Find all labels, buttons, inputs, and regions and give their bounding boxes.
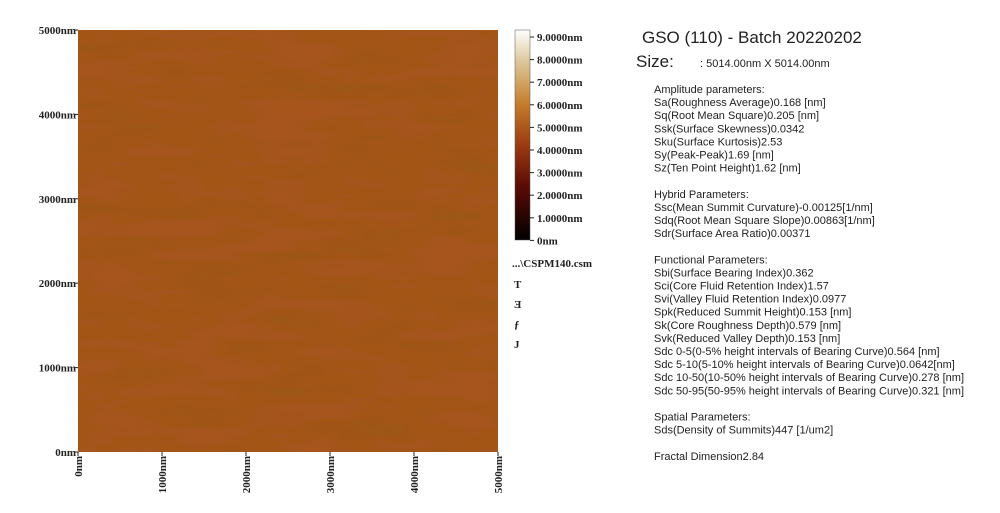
parameter: Spk(Reduced Summit Height)0.153 [nm] [654, 307, 851, 319]
report-title: GSO (110) - Batch 20220202 [642, 28, 862, 47]
parameter: Sds(Density of Summits)447 [1/um2] [654, 425, 833, 437]
parameter: Sq(Root Mean Square)0.205 [nm] [654, 110, 819, 122]
parameter: Sdr(Surface Area Ratio)0.00371 [654, 228, 811, 240]
colorbar-label: 1.0000nm [537, 213, 583, 225]
colorbar-label: 3.0000nm [537, 168, 583, 180]
section-heading: Spatial Parameters: [654, 412, 751, 424]
clipped-text: T [514, 279, 522, 291]
clipped-text: ƒ [514, 319, 520, 331]
y-tick-label: 5000nm [39, 25, 76, 37]
file-name: ...\CSPM140.csm [512, 258, 592, 270]
section-heading: Fractal Dimension2.84 [654, 451, 764, 463]
parameter: Ssc(Mean Summit Curvature)-0.00125[1/nm] [654, 202, 873, 214]
parameter: Sku(Surface Kurtosis)2.53 [654, 136, 782, 148]
parameter: Sy(Peak-Peak)1.69 [nm] [654, 150, 774, 162]
colorbar-label: 0nm [537, 235, 558, 247]
parameter: Sk(Core Roughness Depth)0.579 [nm] [654, 320, 841, 332]
y-tick-label: 4000nm [39, 109, 76, 121]
parameter: Sdc 0-5(0-5% height intervals of Bearing… [654, 346, 940, 358]
colorbar-label: 4.0000nm [537, 145, 583, 157]
clipped-text: Ǝ [514, 299, 522, 311]
x-tick-label: 4000nm [409, 456, 421, 493]
colorbar-label: 9.0000nm [537, 32, 583, 44]
y-tick-label: 1000nm [39, 363, 76, 375]
clipped-text: J [514, 339, 520, 351]
colorbar [514, 29, 531, 241]
colorbar-label: 6.0000nm [537, 100, 583, 112]
parameter: Sbi(Surface Bearing Index)0.362 [654, 267, 814, 279]
section-heading: Functional Parameters: [654, 254, 768, 266]
size-label: Size: [636, 52, 674, 71]
parameter: Sci(Core Fluid Retention Index)1.57 [654, 281, 829, 293]
parameter: Svk(Reduced Valley Depth)0.153 [nm] [654, 333, 840, 345]
section-heading: Amplitude parameters: [654, 84, 765, 96]
parameter: Sdc 5-10(5-10% height intervals of Beari… [654, 359, 955, 371]
content: 0nm 1000nm 2000nm 3000nm 4000nm 5000nm 0nm 1000… [39, 25, 964, 493]
parameter: Sdq(Root Mean Square Slope)0.00863[1/nm] [654, 215, 875, 227]
x-tick-label: 0nm [73, 456, 85, 477]
x-tick-label: 1000nm [157, 456, 169, 493]
section-heading: Hybrid Parameters: [654, 189, 749, 201]
y-tick-label: 3000nm [39, 194, 76, 206]
colorbar-label: 5.0000nm [537, 122, 583, 134]
colorbar-label: 7.0000nm [537, 77, 583, 89]
parameter: Ssk(Surface Skewness)0.0342 [654, 123, 804, 135]
size-value: : 5014.00nm X 5014.00nm [700, 58, 830, 70]
parameter: Sdc 50-95(50-95% height intervals of Bea… [654, 385, 964, 397]
afm-image [78, 30, 498, 452]
y-tick-label: 2000nm [39, 278, 76, 290]
x-tick-label: 3000nm [325, 456, 337, 493]
parameter: Sdc 10-50(10-50% height intervals of Bea… [654, 372, 964, 384]
parameter: Sa(Roughness Average)0.168 [nm] [654, 97, 826, 109]
parameter: Svi(Valley Fluid Retention Index)0.0977 [654, 294, 846, 306]
x-tick-label: 2000nm [241, 456, 253, 493]
colorbar-label: 2.0000nm [537, 190, 583, 202]
parameter: Sz(Ten Point Height)1.62 [nm] [654, 163, 801, 175]
colorbar-label: 8.0000nm [537, 55, 583, 67]
x-tick-label: 5000nm [493, 456, 505, 493]
y-tick-label: 0nm [55, 447, 76, 459]
